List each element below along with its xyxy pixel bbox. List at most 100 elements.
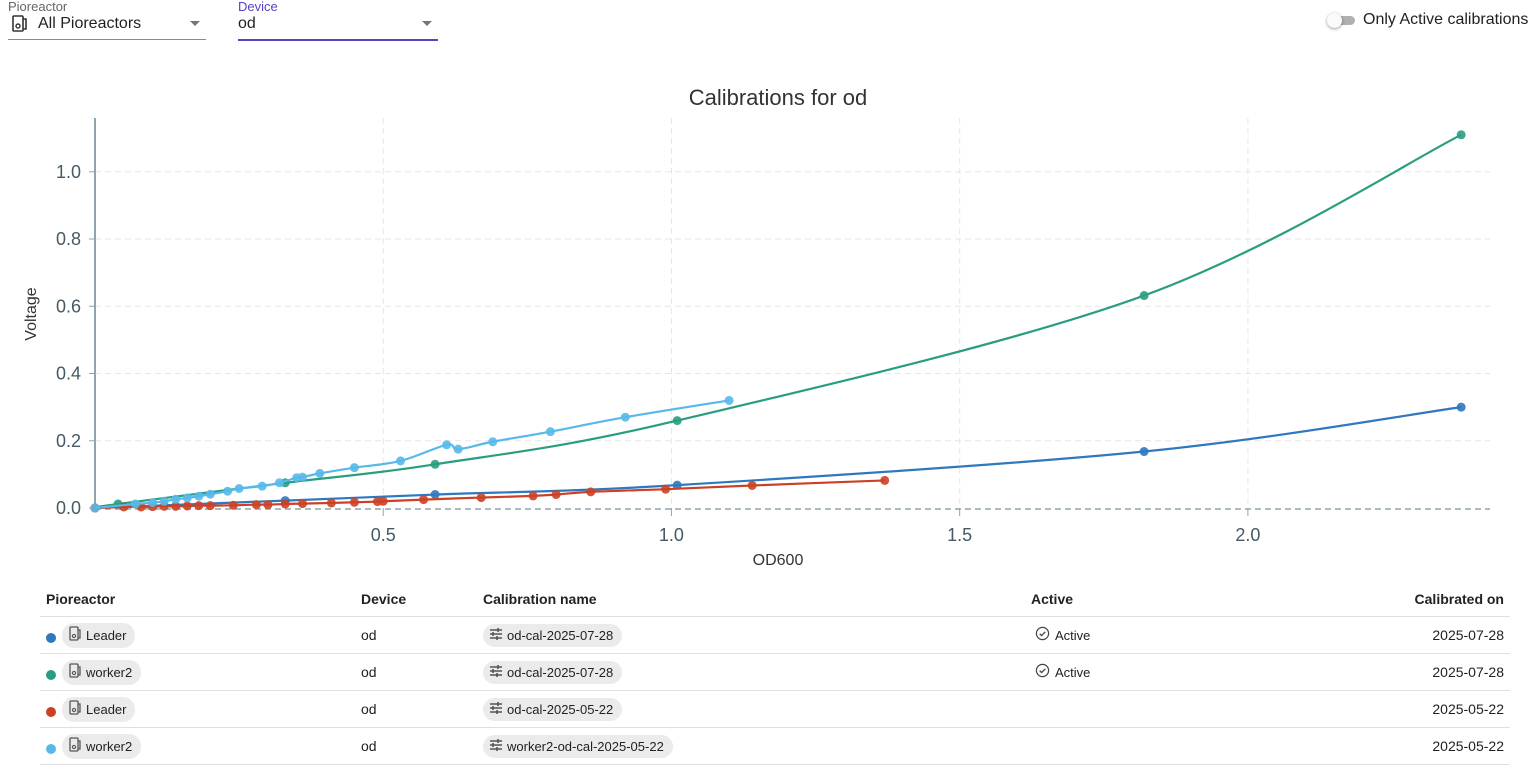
data-point[interactable] [130, 499, 140, 509]
data-point[interactable] [551, 490, 561, 500]
tune-icon [489, 664, 503, 681]
data-point[interactable] [672, 480, 682, 490]
data-point[interactable] [1456, 130, 1466, 140]
data-point[interactable] [396, 456, 406, 466]
chart-title: Calibrations for od [689, 85, 868, 110]
pioreactor-chip[interactable]: Leader [62, 696, 136, 722]
data-point[interactable] [545, 427, 555, 437]
data-point[interactable] [672, 416, 682, 426]
pioreactor-icon [12, 15, 27, 32]
series-color-dot [46, 632, 56, 643]
data-point[interactable] [378, 496, 388, 506]
y-tick-label: 1.0 [56, 162, 81, 182]
data-point[interactable] [586, 487, 596, 497]
data-point[interactable] [159, 496, 169, 506]
data-point[interactable] [223, 486, 233, 496]
calibration-name: od-cal-2025-07-28 [507, 627, 614, 643]
table-row[interactable]: worker2 od worker2-od-cal-2025-05-22 202… [40, 727, 1510, 765]
data-point[interactable] [419, 495, 429, 505]
data-point[interactable] [263, 500, 273, 510]
data-point[interactable] [251, 500, 261, 510]
data-point[interactable] [880, 475, 890, 485]
only-active-toggle[interactable] [1327, 13, 1357, 28]
pioreactor-chip[interactable]: Leader [62, 622, 136, 648]
x-tick-label: 1.0 [659, 525, 684, 545]
data-point[interactable] [298, 499, 308, 509]
data-point[interactable] [488, 437, 498, 447]
data-point[interactable] [442, 440, 452, 450]
pioreactor-chip[interactable]: worker2 [62, 733, 142, 759]
series-color-dot [46, 706, 56, 717]
pioreactor-name: worker2 [86, 664, 133, 680]
y-tick-label: 0.8 [56, 229, 81, 249]
data-point[interactable] [234, 484, 244, 493]
data-point[interactable] [148, 498, 158, 508]
table-row[interactable]: Leader od od-cal-2025-05-22 2025-05-22 [40, 690, 1510, 728]
data-point[interactable] [724, 395, 734, 405]
device-select[interactable]: Device od [238, 0, 438, 41]
pioreactor-select[interactable]: Pioreactor All Pioreactors [8, 0, 206, 40]
data-point[interactable] [326, 498, 336, 508]
cell-calibrated-on: 2025-05-22 [1225, 690, 1510, 728]
pioreactor-chip[interactable]: worker2 [62, 659, 142, 685]
data-point[interactable] [476, 493, 486, 503]
col-calibrated-on: Calibrated on [1225, 582, 1510, 617]
data-point[interactable] [1139, 447, 1149, 457]
data-point[interactable] [315, 468, 325, 478]
data-point[interactable] [228, 500, 238, 510]
data-point[interactable] [747, 480, 757, 490]
table-row[interactable]: Leader od od-cal-2025-07-28 Active 2025-… [40, 616, 1510, 654]
x-tick-label: 1.5 [947, 525, 972, 545]
table-row[interactable]: worker2 od od-cal-2025-07-28 Active 2025… [40, 653, 1510, 691]
cell-active: Active [1025, 616, 1226, 654]
data-point[interactable] [90, 503, 100, 513]
data-point[interactable] [182, 501, 192, 511]
check-circle-icon [1035, 626, 1050, 644]
data-point[interactable] [257, 481, 267, 491]
data-point[interactable] [194, 491, 204, 501]
data-point[interactable] [205, 489, 215, 499]
col-active: Active [1025, 582, 1226, 617]
chevron-down-icon [190, 21, 200, 26]
cell-calibration-name: od-cal-2025-07-28 [477, 653, 1025, 691]
data-point[interactable] [1139, 291, 1149, 301]
cell-active [1025, 690, 1226, 728]
data-point[interactable] [171, 501, 181, 511]
device-select-value: od [238, 15, 256, 32]
calibration-chip[interactable]: od-cal-2025-07-28 [483, 660, 623, 684]
pioreactor-icon [68, 662, 82, 682]
series-line [94, 399, 730, 510]
cell-device: od [355, 616, 477, 654]
cell-calibration-name: od-cal-2025-05-22 [477, 690, 1025, 728]
only-active-label: Only Active calibrations [1363, 11, 1529, 28]
data-point[interactable] [453, 444, 463, 454]
data-point[interactable] [171, 494, 181, 504]
cell-device: od [355, 690, 477, 728]
data-point[interactable] [528, 491, 538, 501]
tune-icon [489, 627, 503, 644]
series-line [94, 133, 1462, 510]
data-point[interactable] [205, 501, 215, 511]
col-device: Device [355, 582, 477, 617]
data-point[interactable] [349, 463, 359, 473]
y-tick-label: 0.6 [56, 296, 81, 316]
pioreactor-name: worker2 [86, 738, 133, 754]
data-point[interactable] [349, 497, 359, 507]
data-point[interactable] [194, 501, 204, 511]
data-point[interactable] [280, 499, 290, 509]
data-point[interactable] [661, 484, 671, 494]
data-point[interactable] [298, 472, 308, 482]
data-point[interactable] [1456, 402, 1466, 412]
calibration-chip[interactable]: worker2-od-cal-2025-05-22 [483, 734, 673, 758]
data-point[interactable] [274, 478, 284, 488]
calibration-chip[interactable]: od-cal-2025-07-28 [483, 623, 623, 647]
data-point[interactable] [430, 459, 440, 469]
cell-pioreactor: worker2 [40, 653, 355, 691]
data-point[interactable] [182, 493, 192, 503]
col-calibration-name: Calibration name [477, 582, 1025, 617]
data-point[interactable] [430, 490, 440, 500]
series-line [94, 406, 1462, 510]
pioreactor-icon [68, 699, 82, 719]
calibration-chip[interactable]: od-cal-2025-05-22 [483, 697, 623, 721]
data-point[interactable] [620, 412, 630, 422]
